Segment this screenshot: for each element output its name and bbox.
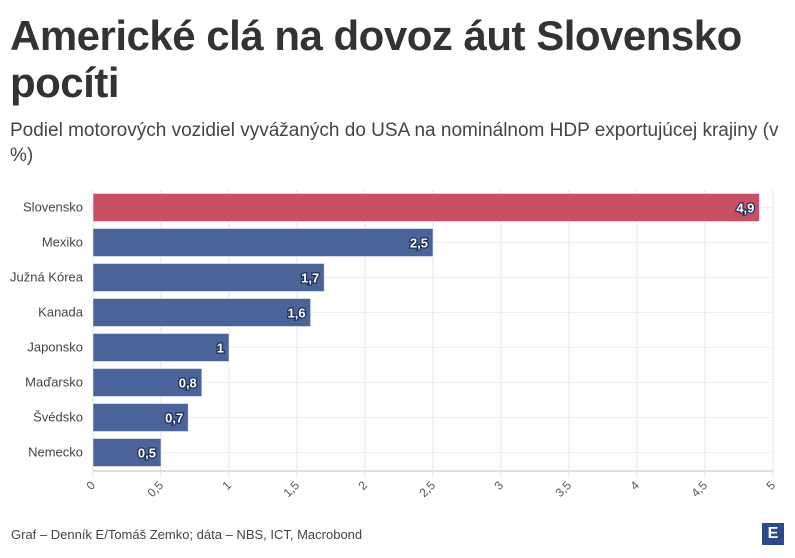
category-label: Južná Kórea [10, 270, 84, 285]
data-label: 1 [217, 341, 224, 356]
bar [92, 298, 312, 327]
bar [92, 368, 203, 397]
x-tick-label: 1,5 [280, 478, 302, 500]
x-tick-label: 3,5 [552, 478, 574, 500]
data-label: 1,6 [288, 306, 306, 321]
x-tick-label: 0 [83, 478, 98, 493]
data-label: 0,7 [165, 411, 183, 426]
bar [92, 403, 189, 432]
data-label: 1,7 [301, 271, 319, 286]
category-label: Japonsko [27, 340, 83, 355]
data-label: 0,5 [138, 446, 156, 461]
bar [92, 333, 230, 362]
category-label: Mexiko [42, 235, 83, 250]
source-footer: Graf – Denník E/Tomáš Zemko; dáta – NBS,… [11, 527, 363, 542]
bar [92, 263, 325, 292]
category-label: Švédsko [33, 410, 83, 425]
bar [92, 193, 760, 222]
bar-chart: 0 0,5 1 1,5 2 2,5 3 3,5 4 4,5 5 Slovensko 4,9 Mexiko 2… [10, 190, 778, 500]
bar [92, 438, 162, 467]
x-tick-label: 0,5 [144, 478, 166, 500]
category-label: Slovensko [23, 200, 83, 215]
x-tick-label: 1 [219, 478, 234, 493]
data-label: 4,9 [736, 201, 754, 216]
x-tick-label: 3 [491, 478, 506, 493]
chart-subtitle: Podiel motorových vozidiel vyvážaných do… [10, 120, 779, 166]
category-label: Kanada [38, 305, 84, 320]
x-tick-label: 4,5 [688, 478, 710, 500]
category-label: Maďarsko [25, 375, 83, 390]
data-label: 2,5 [410, 236, 428, 251]
denník-e-logo[interactable]: E [762, 523, 784, 545]
x-tick-label: 4 [627, 478, 642, 493]
data-label: 0,8 [179, 376, 197, 391]
x-tick-label: 2,5 [416, 478, 438, 500]
chart-title: Americké clá na dovoz áut Slovensko pocí… [10, 12, 742, 106]
x-tick-label: 5 [763, 478, 778, 493]
category-label: Nemecko [28, 445, 83, 460]
bar [92, 228, 434, 257]
x-tick-label: 2 [355, 478, 370, 493]
